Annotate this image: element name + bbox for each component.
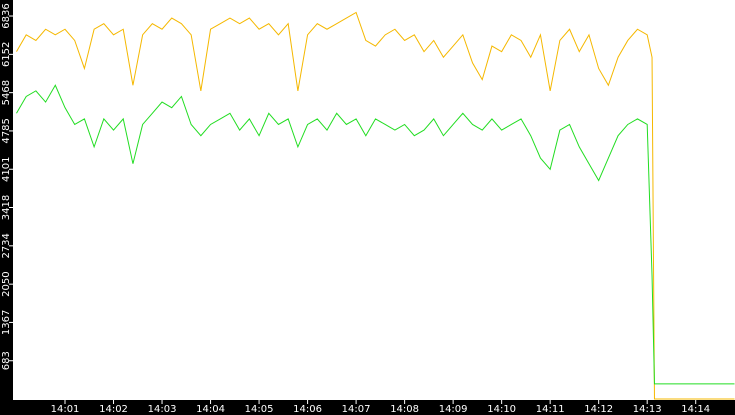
x-tick-label: 14:08 [390, 404, 419, 415]
y-tick-label: 2734 [1, 233, 12, 258]
x-tick-label: 14:03 [148, 404, 177, 415]
x-tick-label: 14:05 [245, 404, 274, 415]
y-tick-label: 6836 [1, 3, 12, 28]
x-axis-strip [0, 400, 735, 415]
line-series [16, 84, 735, 385]
y-axis-strip [0, 0, 13, 415]
x-tick-label: 14:12 [584, 404, 613, 415]
y-tick-label: 5468 [1, 80, 12, 105]
x-tick-label: 14:09 [439, 404, 468, 415]
y-tick-label: 1367 [1, 310, 12, 335]
line-series [16, 11, 735, 400]
x-tick-label: 14:11 [536, 404, 565, 415]
y-tick-label: 3418 [1, 195, 12, 220]
y-tick-label: 6152 [1, 42, 12, 67]
x-tick-label: 14:14 [681, 404, 710, 415]
x-tick-label: 14:06 [293, 404, 322, 415]
x-tick-label: 14:01 [51, 404, 80, 415]
y-tick-label: 4101 [1, 157, 12, 182]
x-tick-label: 14:04 [196, 404, 225, 415]
y-tick-label: 2050 [1, 271, 12, 296]
y-tick-label: 683 [1, 351, 12, 370]
x-tick-label: 14:07 [342, 404, 371, 415]
x-tick-label: 14:02 [99, 404, 128, 415]
y-tick-label: 4785 [1, 118, 12, 143]
x-tick-label: 14:10 [487, 404, 516, 415]
x-tick-label: 14:13 [633, 404, 662, 415]
